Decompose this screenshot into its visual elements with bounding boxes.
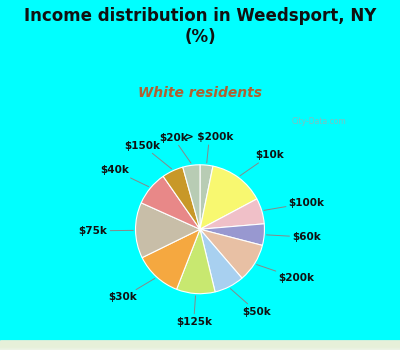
Text: $200k: $200k — [257, 265, 314, 283]
Bar — [0, 343, 400, 348]
Bar — [0, 345, 400, 350]
Bar — [0, 345, 400, 350]
Bar — [0, 343, 400, 348]
Bar — [0, 343, 400, 348]
Bar — [0, 341, 400, 346]
Bar — [0, 342, 400, 346]
Bar — [0, 342, 400, 346]
Bar — [0, 344, 400, 349]
Bar — [0, 342, 400, 347]
Bar — [0, 341, 400, 346]
Bar — [0, 344, 400, 349]
Text: $30k: $30k — [109, 278, 155, 302]
Wedge shape — [176, 229, 215, 294]
Bar — [0, 341, 400, 345]
Bar — [0, 343, 400, 347]
Bar — [0, 345, 400, 350]
Bar — [0, 342, 400, 346]
Bar — [0, 344, 400, 349]
Bar — [0, 341, 400, 346]
Bar — [0, 344, 400, 349]
Bar — [0, 345, 400, 350]
Bar — [0, 341, 400, 345]
Wedge shape — [200, 229, 262, 278]
Text: $125k: $125k — [176, 296, 212, 327]
Bar — [0, 342, 400, 347]
Bar — [0, 342, 400, 347]
Wedge shape — [200, 166, 257, 229]
Bar — [0, 344, 400, 349]
Bar — [0, 344, 400, 349]
Bar — [0, 343, 400, 348]
Text: $20k: $20k — [159, 133, 191, 163]
Bar — [0, 341, 400, 346]
Bar — [0, 343, 400, 348]
Bar — [0, 342, 400, 347]
Bar — [0, 342, 400, 346]
Bar — [0, 344, 400, 349]
Bar — [0, 344, 400, 349]
Text: Income distribution in Weedsport, NY
(%): Income distribution in Weedsport, NY (%) — [24, 7, 376, 46]
Text: $40k: $40k — [100, 165, 149, 187]
Wedge shape — [200, 165, 213, 229]
Bar — [0, 343, 400, 348]
Bar — [0, 341, 400, 345]
Bar — [0, 345, 400, 350]
Bar — [0, 342, 400, 347]
Bar — [0, 345, 400, 349]
Bar — [0, 341, 400, 345]
Wedge shape — [183, 165, 200, 229]
Bar — [0, 342, 400, 346]
Bar — [0, 343, 400, 348]
Text: $50k: $50k — [230, 289, 271, 317]
Text: $100k: $100k — [264, 198, 325, 210]
Bar — [0, 343, 400, 348]
Bar — [0, 343, 400, 348]
Wedge shape — [200, 224, 264, 245]
Text: > $200k: > $200k — [185, 132, 234, 163]
Bar — [0, 344, 400, 349]
Bar — [0, 341, 400, 346]
Wedge shape — [163, 167, 200, 229]
Wedge shape — [141, 176, 200, 229]
Bar — [0, 343, 400, 348]
Wedge shape — [142, 229, 200, 289]
Text: $75k: $75k — [79, 226, 133, 236]
Text: $60k: $60k — [266, 232, 321, 242]
Text: White residents: White residents — [138, 86, 262, 100]
Text: $150k: $150k — [125, 140, 172, 169]
Bar — [0, 344, 400, 349]
Wedge shape — [200, 229, 242, 292]
Bar — [0, 341, 400, 346]
Bar — [0, 345, 400, 350]
Text: City-Data.com: City-Data.com — [292, 117, 347, 126]
Bar — [0, 344, 400, 348]
Bar — [0, 342, 400, 347]
Text: $10k: $10k — [240, 150, 284, 176]
Wedge shape — [136, 203, 200, 258]
Wedge shape — [200, 199, 264, 229]
